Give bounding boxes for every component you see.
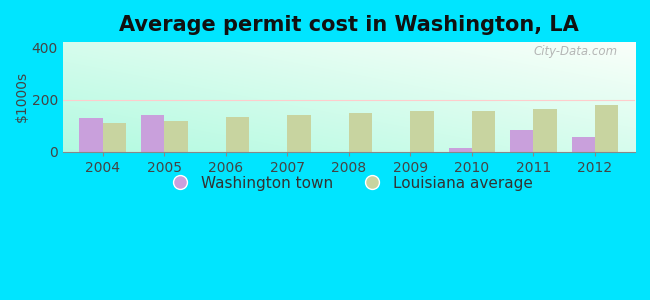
Bar — [410, 110, 434, 152]
Bar — [534, 109, 557, 152]
Bar — [448, 148, 472, 152]
Y-axis label: $1000s: $1000s — [15, 71, 29, 122]
Bar — [103, 123, 126, 152]
Bar — [164, 121, 188, 152]
Bar — [571, 137, 595, 152]
Legend: Washington town, Louisiana average: Washington town, Louisiana average — [159, 169, 540, 197]
Title: Average permit cost in Washington, LA: Average permit cost in Washington, LA — [119, 15, 579, 35]
Bar — [287, 115, 311, 152]
Bar — [472, 110, 495, 152]
Bar — [595, 105, 618, 152]
Bar — [349, 113, 372, 152]
Text: City-Data.com: City-Data.com — [534, 45, 618, 58]
Bar — [226, 117, 250, 152]
Bar — [510, 130, 534, 152]
Bar — [79, 118, 103, 152]
Bar — [141, 115, 164, 152]
